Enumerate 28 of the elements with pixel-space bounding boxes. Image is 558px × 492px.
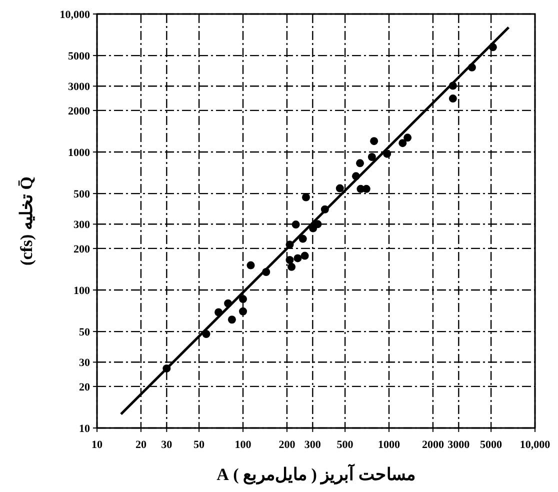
y-tick-label: 200 — [74, 243, 90, 256]
x-tick-label: 2000 — [422, 439, 444, 451]
x-tick-label: 500 — [336, 439, 354, 451]
y-tick-label: 10 — [79, 423, 90, 435]
y-tick-label: 300 — [74, 219, 90, 232]
x-tick-label: 10 — [92, 439, 103, 451]
y-tick-label: 500 — [74, 188, 90, 201]
y-tick-label: 30 — [79, 357, 90, 370]
x-tick-label: 100 — [234, 439, 252, 451]
y-tick-label: 2000 — [68, 105, 90, 118]
y-axis-title: Q̄ تخلیه (cfs) — [17, 176, 36, 266]
x-axis-title: مساحت آبریز ( مایل‌مربع ) A — [216, 463, 416, 485]
x-tick-label: 200 — [278, 439, 296, 451]
x-tick-label: 3000 — [448, 439, 470, 451]
y-tick-label: 20 — [79, 381, 90, 394]
x-tick-label: 300 — [304, 439, 322, 451]
y-tick-label: 10,000 — [60, 9, 90, 21]
x-tick-label: 5000 — [480, 439, 503, 451]
x-tick-label: 30 — [161, 439, 173, 451]
x-tick-label: 50 — [194, 439, 206, 451]
y-tick-label: 5000 — [68, 50, 90, 63]
x-tick-label: 1000 — [378, 439, 400, 451]
x-tick-label: 20 — [135, 439, 147, 451]
y-tick-label: 50 — [79, 326, 90, 339]
y-tick-label: 1000 — [68, 147, 90, 159]
y-tick-label: 3000 — [68, 81, 90, 94]
x-tick-label: 10,000 — [520, 439, 551, 451]
y-tick-label: 100 — [74, 285, 90, 297]
